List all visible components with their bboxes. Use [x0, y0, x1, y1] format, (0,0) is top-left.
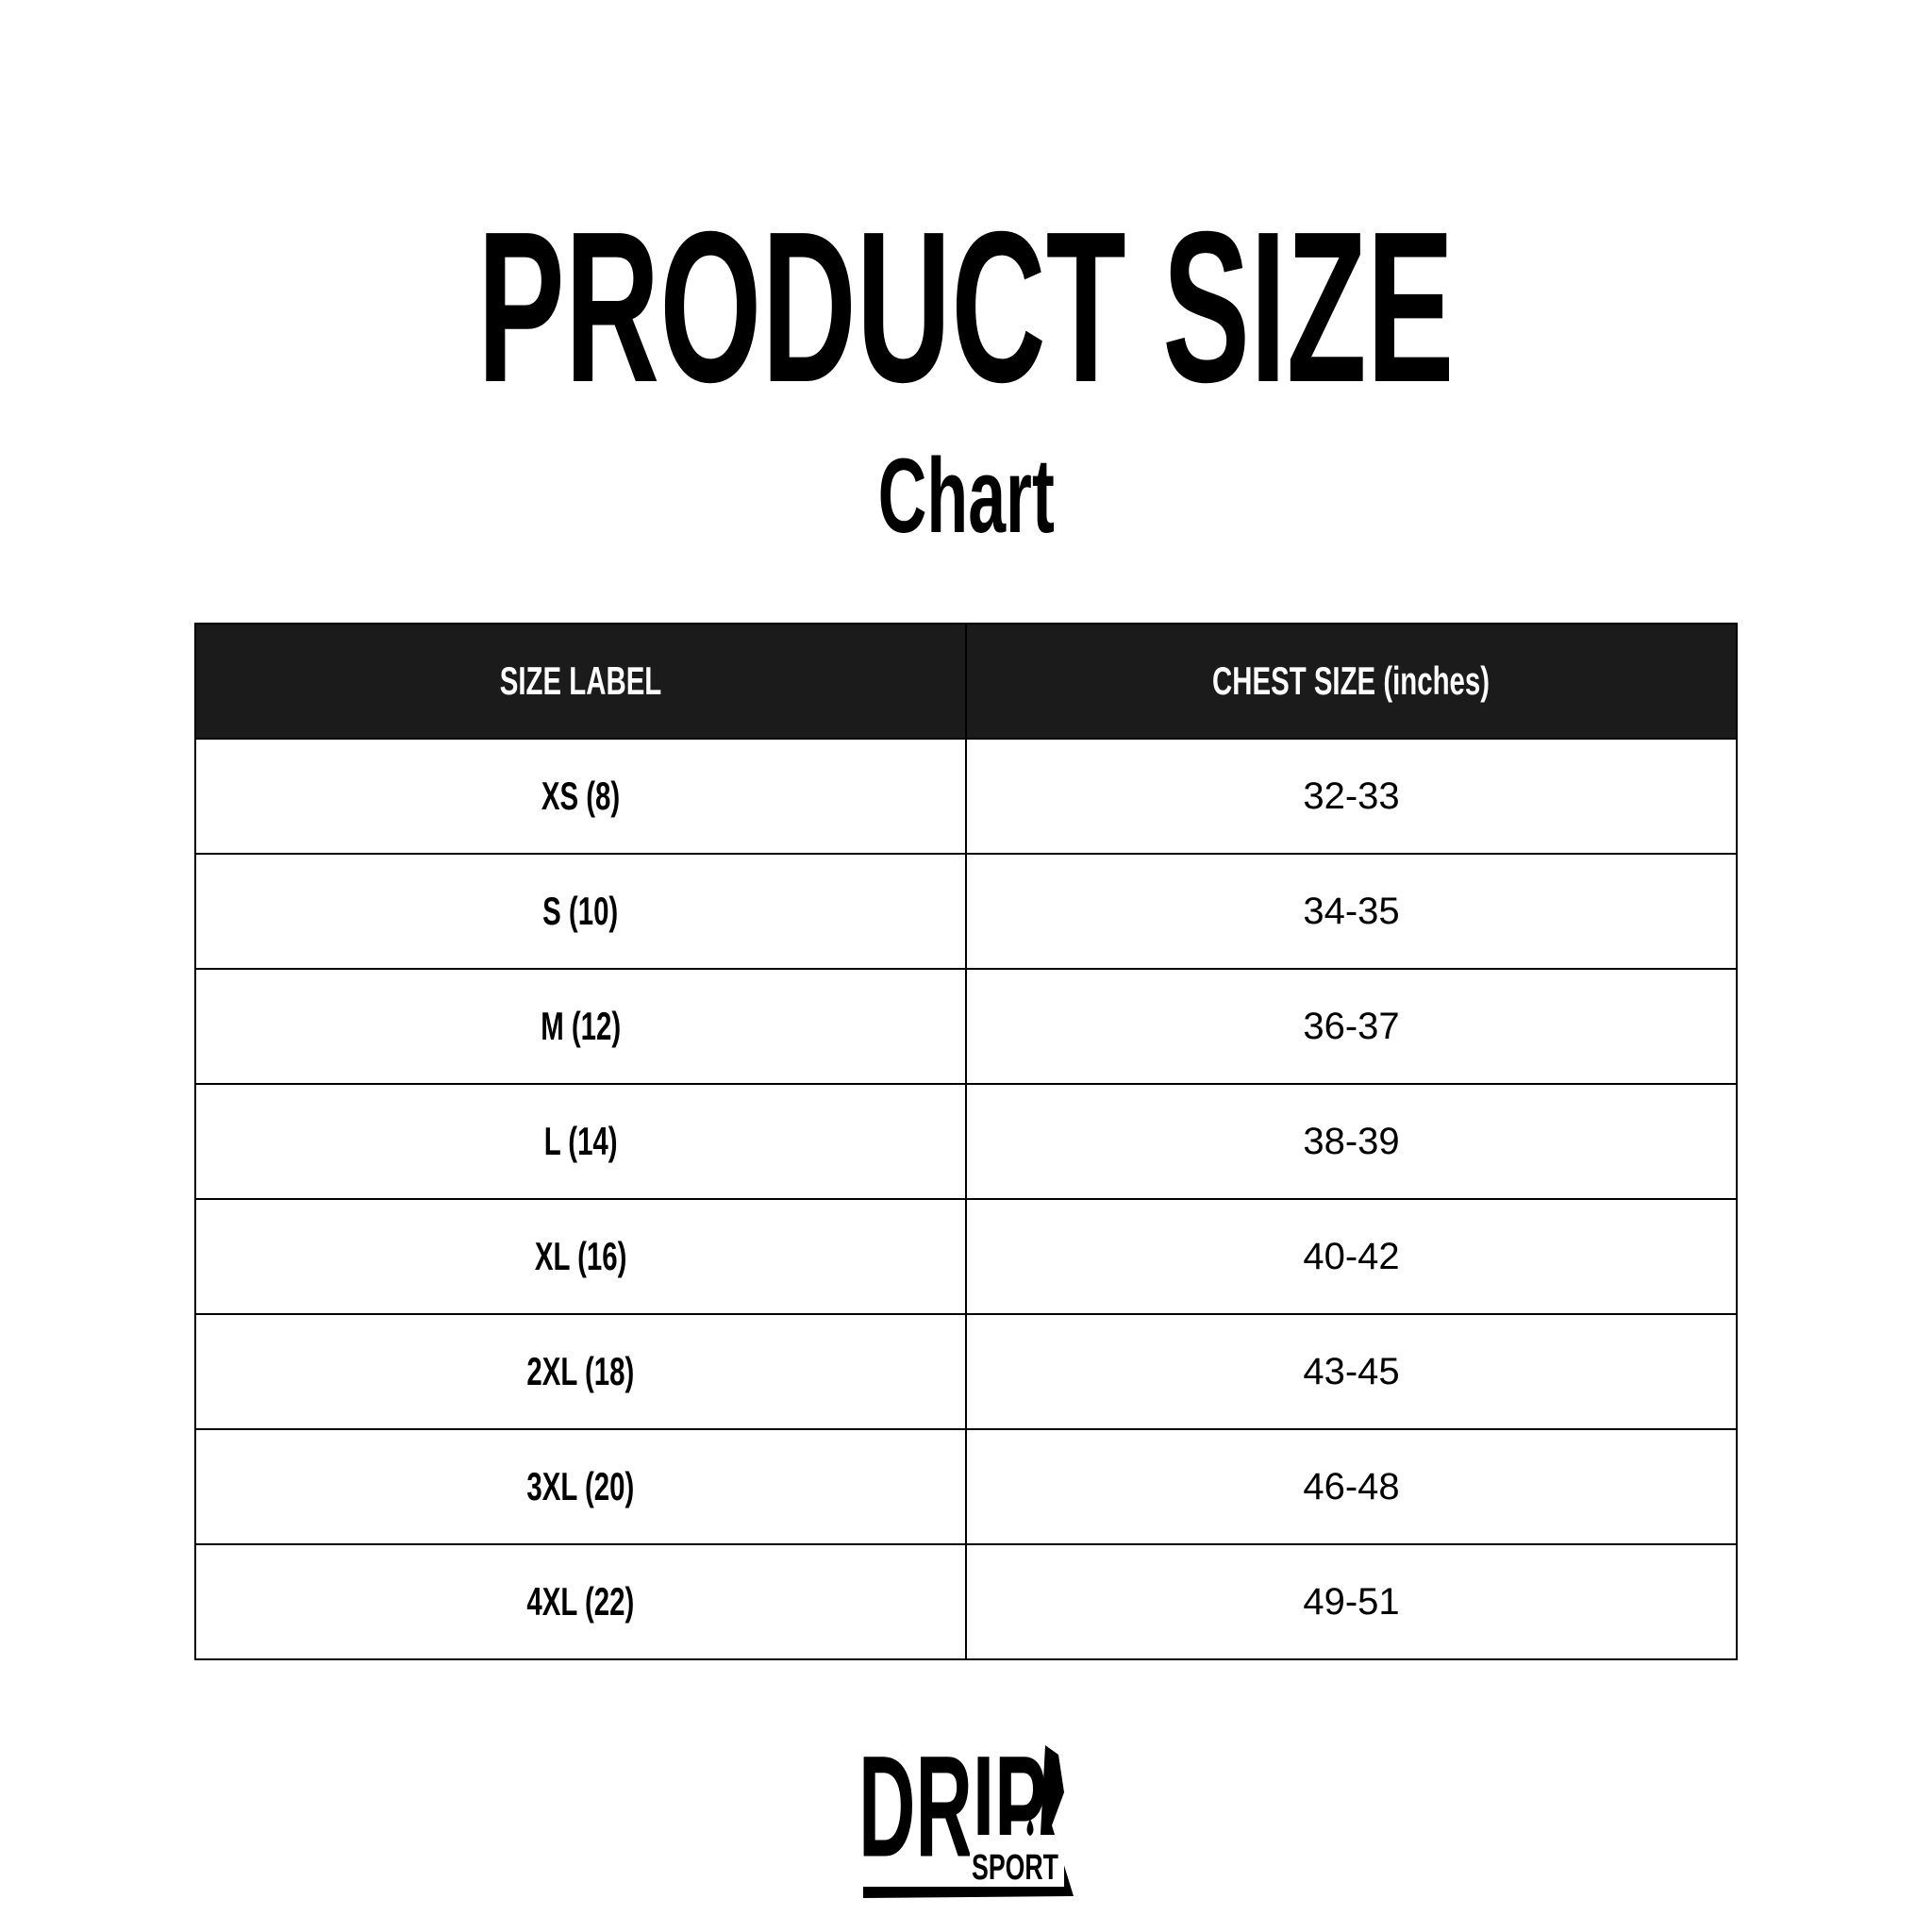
table-row: L (14) 38-39 [194, 1083, 1738, 1200]
size-label-cell: L (14) [194, 1083, 967, 1200]
size-label-cell: 3XL (20) [194, 1428, 967, 1545]
size-label-cell: XS (8) [194, 738, 967, 855]
size-label-cell: XL (16) [194, 1198, 967, 1315]
table-row: 4XL (22) 49-51 [194, 1543, 1738, 1660]
size-label-cell: 4XL (22) [194, 1543, 967, 1660]
size-chart-table: SIZE LABEL CHEST SIZE (inches) XS (8) 32-… [194, 623, 1738, 1660]
chest-size-cell: 46-48 [965, 1428, 1738, 1545]
size-label-cell: 2XL (18) [194, 1313, 967, 1430]
logo-text-sport: SPORT [972, 1848, 1058, 1888]
page-subtitle: Chart [877, 437, 1055, 555]
header-chest-size: CHEST SIZE (inches) [965, 623, 1738, 740]
size-label-cell: M (12) [194, 968, 967, 1085]
chest-size-cell: 43-45 [965, 1313, 1738, 1430]
table-row: 2XL (18) 43-45 [194, 1313, 1738, 1430]
table-row: XS (8) 32-33 [194, 738, 1738, 855]
chest-size-cell: 49-51 [965, 1543, 1738, 1660]
table-row: XL (16) 40-42 [194, 1198, 1738, 1315]
header-size-label: SIZE LABEL [194, 623, 967, 740]
page-title: PRODUCT SIZE [477, 188, 1455, 427]
chest-size-cell: 32-33 [965, 738, 1738, 855]
table-row: S (10) 34-35 [194, 853, 1738, 970]
chest-size-cell: 40-42 [965, 1198, 1738, 1315]
table-header-row: SIZE LABEL CHEST SIZE (inches) [194, 623, 1738, 740]
drip-sport-logo: DRIP SPORT [858, 1736, 1074, 1898]
drop-icon [1026, 1819, 1034, 1836]
table-row: M (12) 36-37 [194, 968, 1738, 1085]
table-row: 3XL (20) 46-48 [194, 1428, 1738, 1545]
chest-size-cell: 36-37 [965, 968, 1738, 1085]
size-label-cell: S (10) [194, 853, 967, 970]
logo-sport-bg [970, 1835, 1064, 1887]
chest-size-cell: 34-35 [965, 853, 1738, 970]
chest-size-cell: 38-39 [965, 1083, 1738, 1200]
